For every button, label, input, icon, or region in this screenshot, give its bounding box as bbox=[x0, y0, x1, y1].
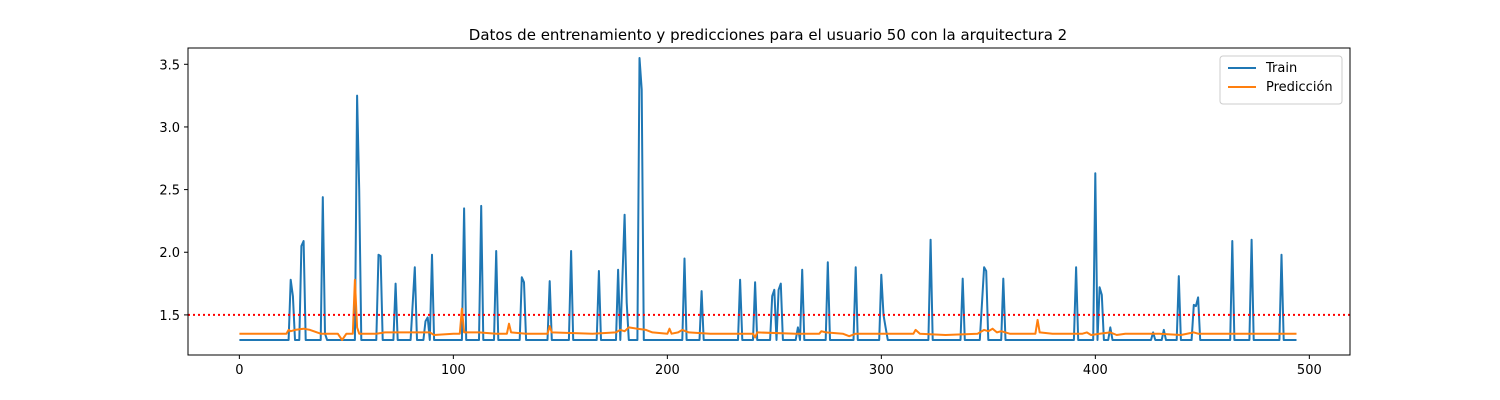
x-tick-label: 0 bbox=[235, 363, 243, 378]
x-tick-label: 400 bbox=[1083, 363, 1108, 378]
y-tick-label: 2.0 bbox=[159, 246, 180, 261]
y-tick-label: 3.0 bbox=[159, 121, 180, 136]
y-tick-label: 1.5 bbox=[159, 309, 180, 324]
chart-title: Datos de entrenamiento y predicciones pa… bbox=[469, 26, 1067, 44]
x-tick-label: 100 bbox=[441, 363, 466, 378]
y-tick-label: 3.5 bbox=[159, 58, 180, 73]
legend-label-prediccion: Predicción bbox=[1266, 80, 1333, 95]
axis-layer: 0 100 200 300 400 500 1.5 2.0 2.5 3.0 3.5 bbox=[159, 58, 1321, 378]
x-tick-label: 200 bbox=[655, 363, 680, 378]
series-line-train bbox=[239, 57, 1297, 341]
series-line-prediccion bbox=[239, 278, 1297, 341]
plot-layer bbox=[188, 57, 1350, 341]
x-tick-label: 500 bbox=[1297, 363, 1322, 378]
plot-area-frame bbox=[187, 47, 1351, 356]
legend: Train Predicción bbox=[1219, 55, 1343, 105]
x-tick-label: 300 bbox=[869, 363, 894, 378]
y-tick-label: 2.5 bbox=[159, 184, 180, 199]
legend-label-train: Train bbox=[1265, 61, 1297, 76]
